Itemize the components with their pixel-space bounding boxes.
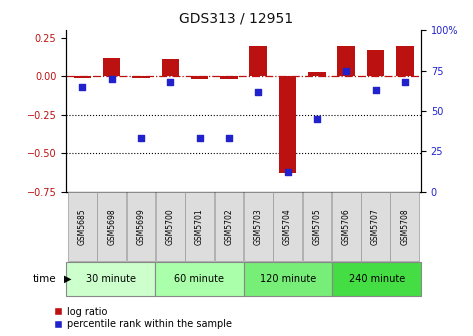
Bar (156, 192, 184, 261)
Text: 240 minute: 240 minute (349, 274, 405, 284)
Text: GSM5685: GSM5685 (78, 208, 87, 245)
Bar (132, 76, 150, 78)
Bar (332, 262, 421, 296)
Point (401, 79, 409, 85)
Bar (332, 192, 360, 261)
Bar (185, 192, 214, 261)
Bar (127, 192, 155, 261)
Bar (396, 46, 414, 76)
Point (225, 136, 233, 141)
Text: GSM5703: GSM5703 (254, 208, 263, 245)
Point (108, 76, 115, 81)
Point (254, 89, 262, 94)
Bar (244, 192, 272, 261)
Point (372, 87, 379, 93)
Bar (273, 192, 302, 261)
Text: GSM5705: GSM5705 (312, 208, 321, 245)
Point (284, 169, 291, 175)
Bar (103, 58, 121, 76)
Text: GSM5708: GSM5708 (400, 208, 409, 245)
Point (79, 84, 86, 89)
Text: GSM5699: GSM5699 (137, 208, 146, 245)
Text: GDS313 / 12951: GDS313 / 12951 (179, 12, 294, 26)
Bar (68, 192, 96, 261)
Bar (308, 72, 326, 76)
Bar (279, 76, 297, 173)
Point (196, 136, 203, 141)
Bar (391, 192, 419, 261)
Bar (215, 192, 243, 261)
Text: ▶: ▶ (64, 274, 71, 284)
Bar (361, 192, 390, 261)
Text: GSM5698: GSM5698 (107, 208, 116, 245)
Text: 30 minute: 30 minute (86, 274, 136, 284)
Text: GSM5706: GSM5706 (342, 208, 350, 245)
Bar (244, 262, 332, 296)
Bar (191, 76, 209, 79)
Text: GSM5702: GSM5702 (224, 208, 234, 245)
Point (313, 116, 321, 122)
Bar (220, 76, 238, 79)
Bar (249, 46, 267, 76)
Text: 120 minute: 120 minute (260, 274, 316, 284)
Text: GSM5707: GSM5707 (371, 208, 380, 245)
Text: GSM5700: GSM5700 (166, 208, 175, 245)
Bar (303, 192, 331, 261)
Bar (73, 76, 91, 78)
Bar (155, 262, 244, 296)
Bar (97, 192, 126, 261)
Legend: log ratio, percentile rank within the sample: log ratio, percentile rank within the sa… (52, 305, 234, 331)
Bar (161, 59, 179, 76)
Text: time: time (33, 274, 57, 284)
Text: GSM5701: GSM5701 (195, 208, 204, 245)
Text: GSM5704: GSM5704 (283, 208, 292, 245)
Point (342, 68, 350, 73)
Bar (337, 46, 355, 76)
Bar (66, 262, 155, 296)
Text: 60 minute: 60 minute (174, 274, 224, 284)
Point (137, 136, 145, 141)
Point (166, 79, 174, 85)
Bar (367, 50, 385, 76)
